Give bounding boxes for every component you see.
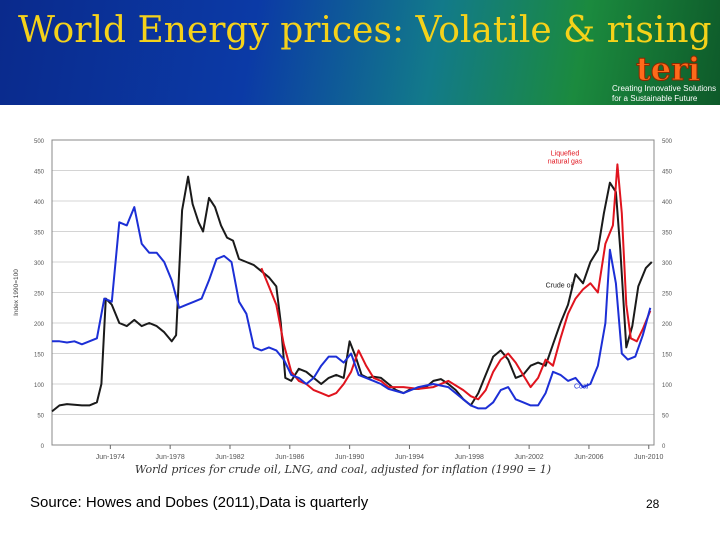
x-tick-label: Jun-2010 <box>634 454 663 461</box>
y-tick-label-left: 400 <box>34 200 45 206</box>
y-tick-label-left: 500 <box>34 139 45 145</box>
source-note: Source: Howes and Dobes (2011),Data is q… <box>30 494 369 511</box>
y-tick-label-left: 350 <box>34 231 45 237</box>
y-tick-label-left: 150 <box>34 353 45 359</box>
x-tick-label: Jun-1998 <box>455 454 484 461</box>
plot-frame <box>51 139 655 446</box>
y-tick-label-right: 100 <box>662 383 673 389</box>
x-tick-label: Jun-1994 <box>395 454 424 461</box>
y-tick-label-right: 300 <box>662 261 673 267</box>
y-tick-label-left: 250 <box>34 292 45 298</box>
x-tick-label: Jun-1990 <box>335 454 364 461</box>
y-tick-label-left: 50 <box>37 414 44 420</box>
tagline-line-1: Creating Innovative Solutions <box>612 84 717 93</box>
tagline-line-2: for a Sustainable Future <box>612 94 698 103</box>
series-line-coal <box>52 206 652 410</box>
series-label-line-2: natural gas <box>548 158 583 165</box>
y-tick-label-right: 400 <box>662 200 673 206</box>
x-tick-label: Jun-1982 <box>215 454 244 461</box>
series-label-line-1: Liquefied <box>551 150 580 157</box>
y-tick-label-left: 200 <box>34 322 45 328</box>
y-axis-label: Index 1990=100 <box>13 269 20 316</box>
x-tick-label: Jun-2002 <box>515 454 544 461</box>
y-tick-label-left: 300 <box>34 261 45 267</box>
series-label: Crude oil <box>546 283 574 290</box>
y-tick-label-right: 350 <box>662 231 673 237</box>
y-tick-label-right: 150 <box>662 353 673 359</box>
y-tick-label-right: 200 <box>662 322 673 328</box>
y-tick-label-left: 100 <box>34 383 45 389</box>
x-tick-label: Jun-1978 <box>156 454 185 461</box>
series-line-crude-oil <box>51 175 653 413</box>
energy-price-chart: 0 0 50 50 100 100 150 150 200 200 250 250 300 300 350 3… <box>13 139 673 476</box>
logo-tagline: Creating Innovative Solutions for a Sust… <box>612 84 718 104</box>
y-tick-label-right: 250 <box>662 292 673 298</box>
chart-caption: World prices for crude oil, LNG, and coa… <box>135 463 551 476</box>
x-tick-label: Jun-2006 <box>574 454 603 461</box>
y-tick-label-right: 0 <box>662 444 666 450</box>
x-tick-label: Jun-1986 <box>275 454 304 461</box>
teri-logo: teri <box>635 50 701 89</box>
y-tick-label-left: 450 <box>34 170 45 176</box>
series-label: Coal <box>574 383 589 390</box>
y-tick-label-right: 50 <box>662 414 669 420</box>
x-tick-label: Jun-1974 <box>96 454 125 461</box>
slide-title: World Energy prices: Volatile & rising <box>18 10 712 51</box>
y-tick-label-right: 450 <box>662 170 673 176</box>
slide-number: 28 <box>646 497 660 511</box>
y-tick-label-left: 0 <box>41 444 45 450</box>
series-line-liquefied-natural-gas <box>260 163 652 401</box>
title-banner: World Energy prices: Volatile & rising t… <box>0 0 720 105</box>
y-tick-label-right: 500 <box>662 139 673 145</box>
